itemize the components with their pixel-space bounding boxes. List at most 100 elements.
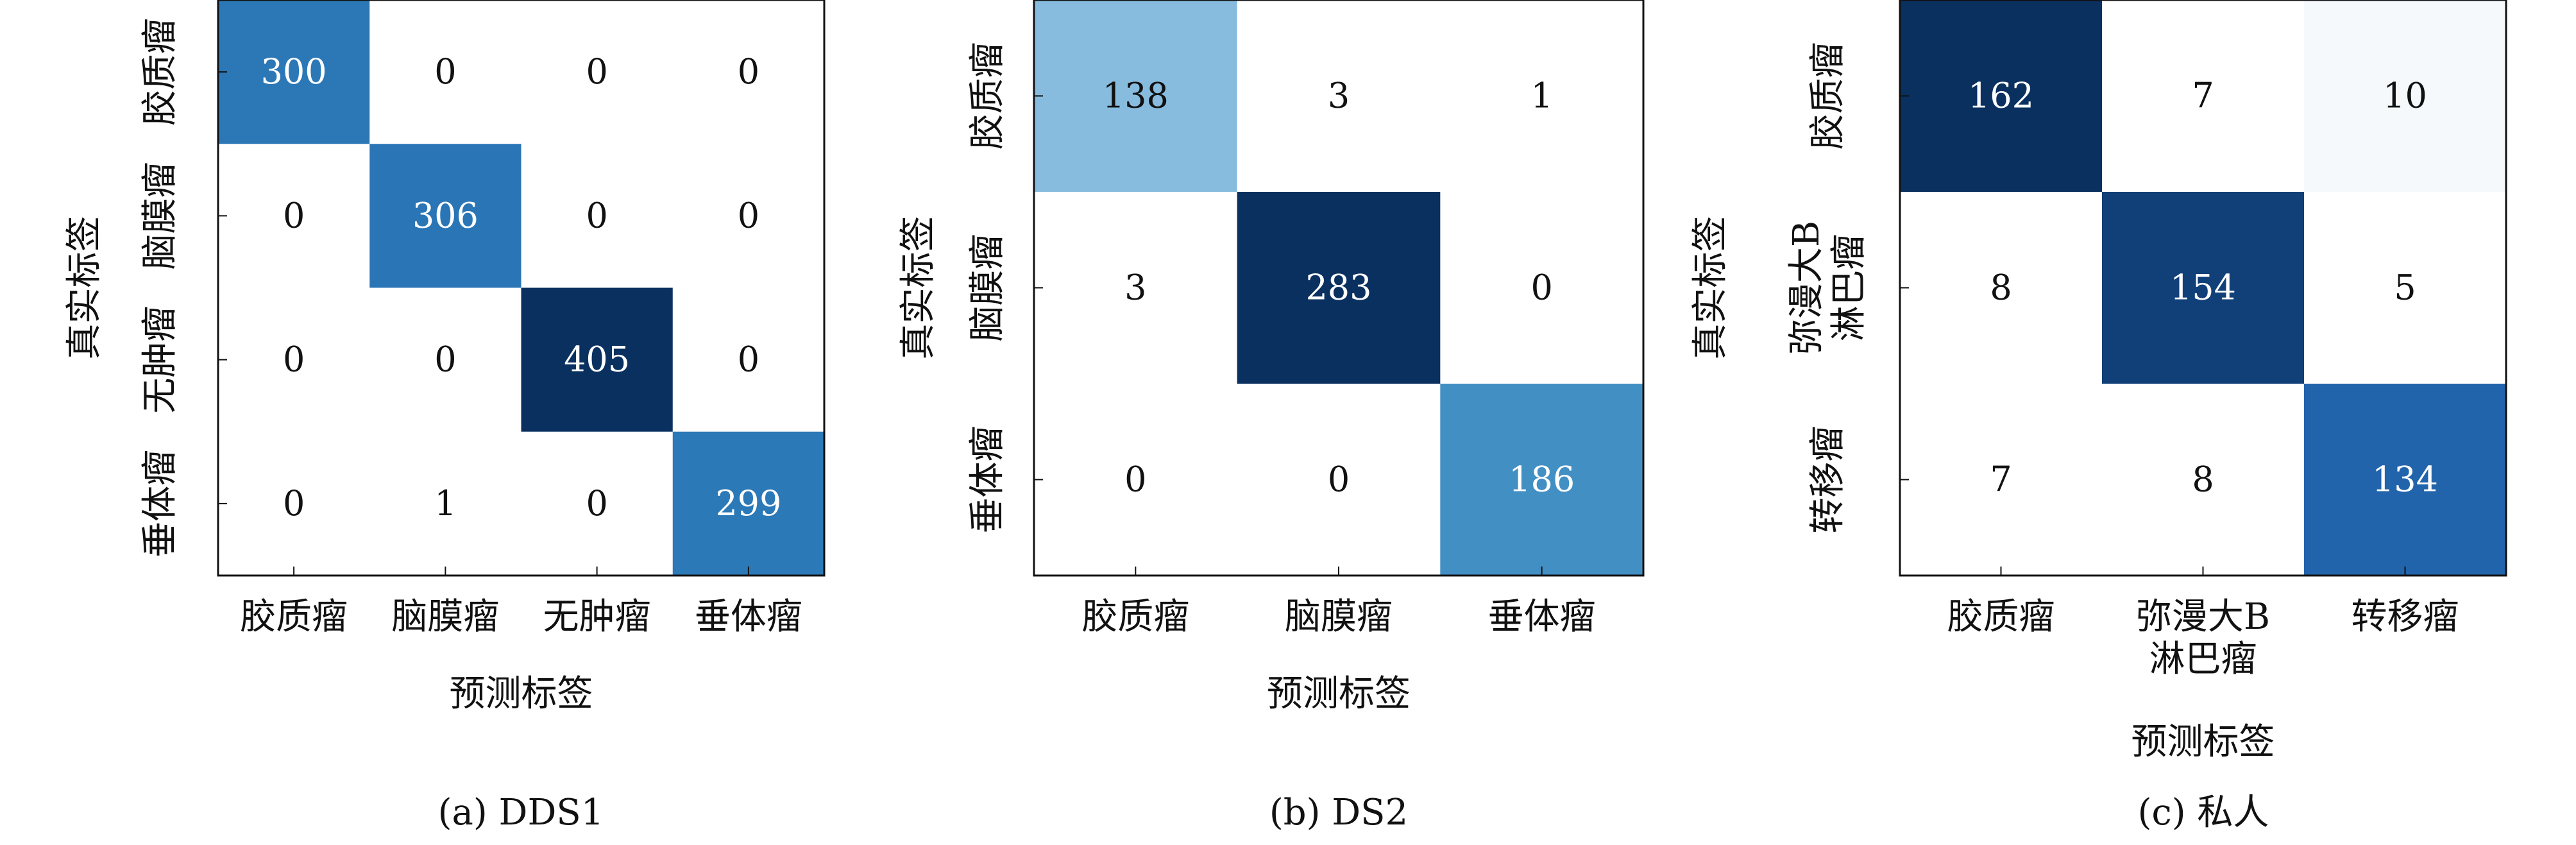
- heatmap-cell: [218, 0, 370, 144]
- heatmap-cell: [2102, 192, 2305, 384]
- cell-value-label: 0: [283, 483, 305, 524]
- cell-value-label: 10: [2383, 76, 2427, 116]
- x-tick-label: 脑膜瘤: [1285, 596, 1393, 638]
- heatmap-cell: [521, 0, 674, 144]
- heatmap-cell: [1034, 384, 1238, 576]
- x-tick-label: 胶质瘤: [1947, 596, 2055, 638]
- cell-value-label: 138: [1103, 76, 1169, 116]
- cell-value-label: 299: [715, 483, 781, 524]
- cell-value-label: 0: [586, 195, 607, 235]
- cell-value-label: 154: [2170, 268, 2236, 308]
- heatmap-cell: [2304, 384, 2507, 576]
- cell-value-label: 186: [1509, 459, 1575, 500]
- y-tick-label: 垂体瘤: [967, 426, 1008, 534]
- cell-value-label: 8: [1990, 268, 2012, 308]
- cell-value-label: 7: [1990, 459, 2012, 500]
- y-tick-label: 淋巴瘤: [1828, 234, 1870, 342]
- confusion-matrix-panel: 138 3 13 283 00 0 186胶质瘤胶质瘤脑膜瘤脑膜瘤垂体瘤垂体瘤预测标签真实标…: [897, 0, 1645, 833]
- y-axis-label: 真实标签: [1690, 216, 1731, 360]
- heatmap-cell: [2102, 384, 2305, 576]
- cell-value-label: 3: [1328, 76, 1350, 116]
- heatmap-cell: [218, 431, 370, 576]
- x-axis-label: 预测标签: [1267, 673, 1411, 715]
- heatmap-cell: [1440, 0, 1644, 192]
- heatmap-cell: [672, 144, 825, 288]
- x-tick-label: 转移瘤: [2351, 596, 2459, 638]
- cell-value-label: 0: [586, 483, 607, 524]
- x-tick-label: 弥漫大B: [2136, 596, 2270, 638]
- y-tick-label: 胶质瘤: [967, 42, 1008, 150]
- x-tick-label: 垂体瘤: [1488, 596, 1596, 638]
- cell-value-label: 0: [283, 195, 305, 235]
- y-tick-label: 脑膜瘤: [967, 234, 1008, 342]
- cell-value-label: 3: [1124, 268, 1146, 308]
- x-tick-label: 无肿瘤: [543, 596, 651, 638]
- cell-value-label: 5: [2394, 268, 2416, 308]
- panel-caption: (c) 私人: [2138, 792, 2269, 833]
- heatmap-cell: [1237, 0, 1441, 192]
- y-tick-label: 胶质瘤: [1807, 42, 1849, 150]
- cell-value-label: 405: [564, 339, 630, 380]
- x-tick-label: 胶质瘤: [240, 596, 348, 638]
- x-tick-label: 垂体瘤: [695, 596, 802, 638]
- x-tick-label: 淋巴瘤: [2149, 638, 2257, 680]
- heatmap-cell: [1900, 384, 2103, 576]
- panel-caption: (a) DDS1: [438, 792, 604, 833]
- y-tick-label: 垂体瘤: [139, 450, 181, 558]
- cell-value-label: 8: [2192, 459, 2214, 500]
- confusion-matrix-panel: 300 0 0 00 306 0 00 0 405 00 1 0 299胶质瘤胶质瘤脑膜瘤脑膜瘤无肿瘤无…: [64, 0, 826, 833]
- heatmap-cell: [369, 287, 521, 432]
- cell-value-label: 7: [2192, 76, 2214, 116]
- heatmap-cell: [218, 144, 370, 288]
- y-axis-label: 真实标签: [64, 216, 105, 360]
- cell-value-label: 0: [1124, 459, 1146, 500]
- heatmap-cell: [1034, 0, 1238, 192]
- heatmap-cell: [1237, 192, 1441, 384]
- heatmap-cell: [1237, 384, 1441, 576]
- heatmap-cell: [369, 431, 521, 576]
- heatmap-cell: [2304, 192, 2507, 384]
- y-tick-label: 转移瘤: [1807, 426, 1849, 534]
- cell-value-label: 0: [738, 339, 759, 380]
- plot-frame: [217, 0, 826, 577]
- cell-value-label: 0: [738, 195, 759, 235]
- cell-value-label: 0: [434, 339, 456, 380]
- heatmap-cell: [1440, 384, 1644, 576]
- cell-value-label: 306: [412, 195, 479, 235]
- x-axis-label: 预测标签: [2131, 721, 2275, 763]
- heatmap-cell: [1900, 0, 2103, 192]
- heatmap-cell: [369, 144, 521, 288]
- heatmap-cell: [521, 144, 674, 288]
- cell-value-label: 300: [261, 51, 327, 92]
- heatmap-cell: [521, 431, 674, 576]
- cell-value-label: 162: [1968, 76, 2034, 116]
- heatmap-cell: [672, 287, 825, 432]
- heatmap-cell: [369, 0, 521, 144]
- heatmap-cell: [2102, 0, 2305, 192]
- heatmap-cell: [672, 431, 825, 576]
- cell-value-label: 0: [1530, 268, 1552, 308]
- y-tick-label: 无肿瘤: [139, 306, 181, 414]
- cell-value-label: 1: [1530, 76, 1552, 116]
- x-axis-label: 预测标签: [450, 673, 593, 715]
- x-tick-label: 脑膜瘤: [391, 596, 499, 638]
- cell-value-label: 0: [586, 51, 607, 92]
- heatmap-cell: [1440, 192, 1644, 384]
- y-tick-label: 脑膜瘤: [139, 162, 181, 269]
- cell-value-label: 0: [283, 339, 305, 380]
- heatmap-cell: [521, 287, 674, 432]
- y-tick-label: 弥漫大B: [1786, 221, 1827, 355]
- heatmap-cell: [218, 287, 370, 432]
- heatmap-cell: [1034, 192, 1238, 384]
- cell-value-label: 283: [1305, 268, 1371, 308]
- cell-value-label: 0: [738, 51, 759, 92]
- panel-caption: (b) DS2: [1269, 792, 1408, 833]
- cell-value-label: 134: [2372, 459, 2438, 500]
- y-axis-label: 真实标签: [897, 216, 939, 360]
- y-tick-label: 胶质瘤: [139, 18, 181, 126]
- heatmap-cell: [2304, 0, 2507, 192]
- cell-value-label: 0: [1328, 459, 1350, 500]
- heatmap-cell: [1900, 192, 2103, 384]
